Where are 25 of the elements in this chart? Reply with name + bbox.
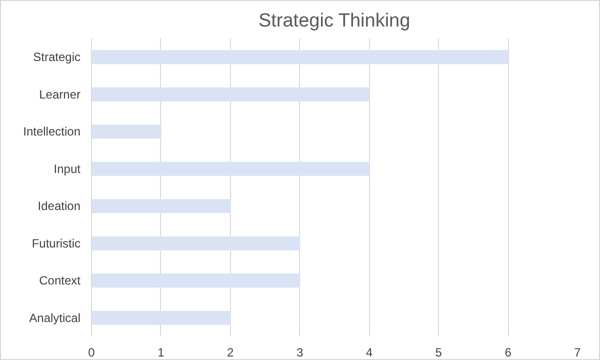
x-tick-label: 0 [88,346,96,360]
chart-title: Strategic Thinking [258,10,410,32]
bar [92,50,509,64]
bar [92,124,162,139]
y-tick-label: Strategic [33,50,81,64]
x-tick-label: 7 [574,346,582,360]
y-tick-label: Ideation [38,199,80,214]
bar [92,87,370,102]
x-tick-label: 2 [227,346,234,360]
x-tick-label: 4 [366,346,373,360]
y-tick-label: Context [39,274,82,288]
y-tick-label: Learner [39,87,81,102]
y-tick-label: Analytical [29,310,80,325]
x-tick-label: 5 [435,346,442,360]
y-tick-label: Intellection [23,124,81,139]
bar [92,310,231,325]
y-tick-label: Futuristic [32,236,81,250]
bar [92,236,300,250]
bar [92,274,300,288]
x-tick-label: 3 [296,346,304,360]
bar [92,162,370,176]
bar [92,199,231,214]
x-tick-label: 6 [504,346,512,360]
y-tick-label: Input [54,162,82,176]
x-tick-label: 1 [158,346,165,360]
